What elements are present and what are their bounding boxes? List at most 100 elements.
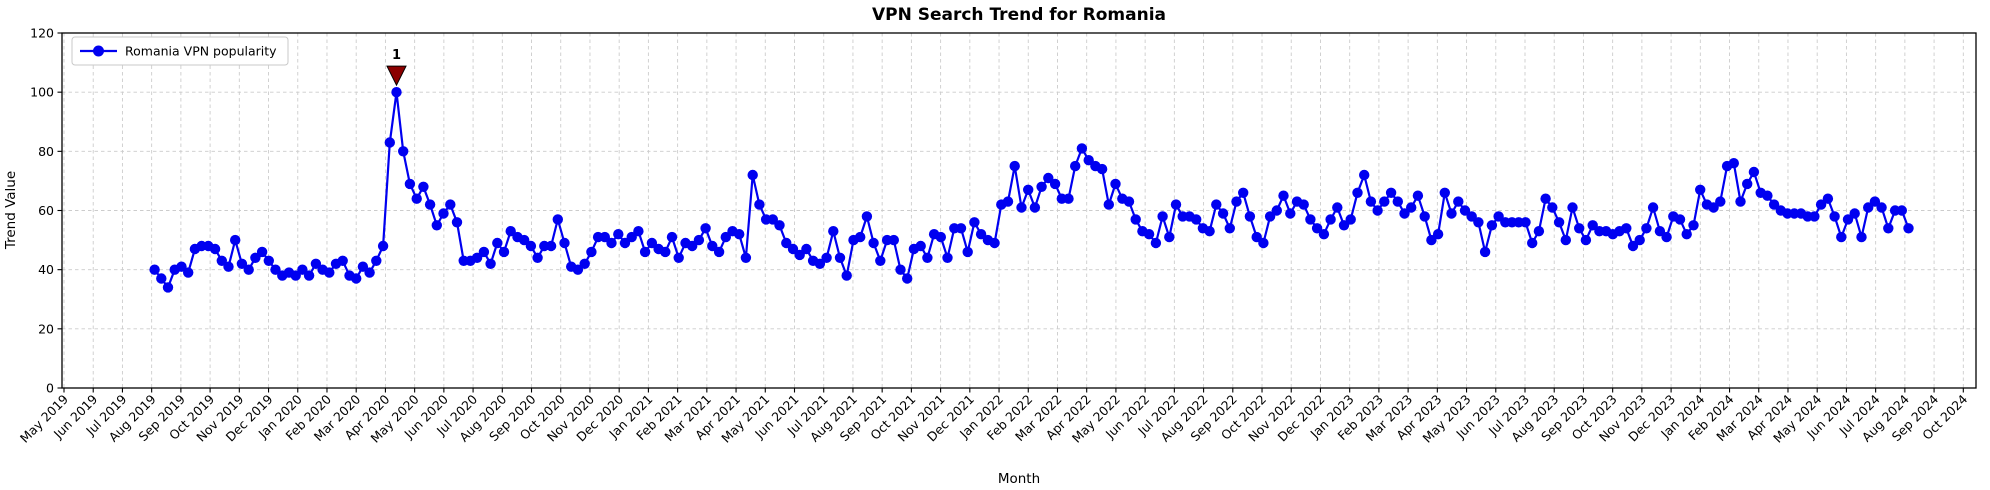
data-point-marker <box>1036 181 1047 192</box>
data-point-marker <box>1466 211 1477 222</box>
peak-annotation: 1 <box>386 48 407 87</box>
data-point-marker <box>700 223 711 234</box>
data-point-marker <box>1762 190 1773 201</box>
data-point-marker <box>1385 187 1397 198</box>
data-point-marker <box>1426 234 1437 246</box>
data-point-marker <box>1298 199 1309 210</box>
data-point-marker <box>687 240 698 252</box>
data-point-marker <box>552 214 563 225</box>
data-point-marker <box>787 243 799 255</box>
data-point-marker <box>310 258 322 269</box>
peak-triangle-marker-icon <box>386 65 407 87</box>
data-point-marker <box>431 220 442 231</box>
data-point-marker <box>1708 202 1719 213</box>
data-point-marker <box>1271 205 1283 216</box>
data-point-marker <box>1238 187 1249 198</box>
peak-annotation-label: 1 <box>392 48 401 63</box>
data-point-marker <box>1043 172 1054 184</box>
y-tick-label: 40 <box>38 262 54 277</box>
data-point-marker <box>1130 214 1141 225</box>
data-point-marker <box>1856 231 1867 243</box>
data-point-marker <box>794 249 805 261</box>
data-point-marker <box>1379 196 1390 207</box>
data-point-marker <box>149 264 160 275</box>
y-tick-label: 0 <box>46 381 54 396</box>
data-point-marker <box>821 252 832 263</box>
data-point-marker <box>1533 226 1545 237</box>
data-point-marker <box>969 217 980 228</box>
data-point-marker <box>398 146 409 157</box>
data-point-marker <box>1258 237 1269 249</box>
data-point-marker <box>525 240 537 252</box>
data-point-marker <box>1836 231 1847 243</box>
data-point-marker <box>418 181 429 192</box>
data-point-marker <box>1715 196 1726 207</box>
data-point-marker <box>1332 202 1343 213</box>
data-point-marker <box>1634 234 1645 246</box>
data-point-marker <box>1412 190 1424 201</box>
data-point-marker <box>230 234 241 246</box>
data-point-marker <box>707 240 718 252</box>
legend-label: Romania VPN popularity <box>125 44 277 59</box>
data-point-marker <box>1768 199 1780 210</box>
data-point-marker <box>1728 158 1740 169</box>
y-tick-label: 20 <box>38 321 54 336</box>
data-point-marker <box>377 240 389 252</box>
data-point-marker <box>1473 217 1484 228</box>
data-point-marker <box>1204 226 1215 237</box>
data-point-marker <box>1815 199 1827 210</box>
x-axis-label: Month <box>998 471 1040 487</box>
data-point-marker <box>1029 202 1041 213</box>
data-point-marker <box>1479 246 1491 258</box>
data-point-marker <box>209 243 221 255</box>
data-point-marker <box>1406 202 1417 213</box>
data-point-marker <box>451 217 463 228</box>
data-point-marker <box>324 267 335 278</box>
data-point-marker <box>1311 223 1323 234</box>
data-point-marker <box>1399 208 1410 219</box>
data-point-marker <box>660 246 671 258</box>
data-point-marker <box>1849 208 1860 219</box>
data-point-marker <box>666 231 678 243</box>
data-point-marker <box>673 252 684 263</box>
data-point-marker <box>633 226 644 237</box>
data-point-marker <box>424 199 436 210</box>
data-point-marker <box>1164 231 1175 243</box>
legend-marker-icon <box>93 45 104 57</box>
data-point-marker <box>1110 178 1121 190</box>
data-point-marker <box>734 229 745 240</box>
data-point-marker <box>693 234 705 246</box>
chart-title: VPN Search Trend for Romania <box>872 5 1166 25</box>
data-point-marker <box>1459 205 1471 216</box>
data-point-marker <box>1446 208 1457 219</box>
data-point-marker <box>337 255 348 266</box>
data-point-marker <box>1439 187 1451 198</box>
data-point-marker <box>1547 202 1558 213</box>
data-point-marker <box>1103 199 1115 210</box>
data-point-marker <box>216 255 227 266</box>
data-point-marker <box>545 240 557 252</box>
data-point-marker <box>1083 155 1094 166</box>
data-point-marker <box>740 252 752 263</box>
data-point-marker <box>371 255 382 266</box>
data-point-marker <box>1143 229 1155 240</box>
data-point-marker <box>1896 205 1908 216</box>
data-point-marker <box>270 264 281 275</box>
data-point-marker <box>156 273 167 284</box>
data-point-marker <box>1325 214 1336 225</box>
data-point-marker <box>1903 223 1914 234</box>
data-point-marker <box>915 240 926 252</box>
data-point-marker <box>1553 217 1565 228</box>
data-point-marker <box>1863 202 1874 213</box>
y-tick-label: 120 <box>30 26 54 41</box>
data-point-marker <box>223 261 234 272</box>
data-point-marker <box>1695 184 1706 195</box>
data-point-marker <box>895 264 906 275</box>
data-point-marker <box>1842 214 1854 225</box>
data-point-marker <box>1540 193 1551 204</box>
y-tick-label: 60 <box>38 203 54 218</box>
data-point-marker <box>1372 205 1383 216</box>
data-point-marker <box>364 267 375 278</box>
data-point-marker <box>1869 196 1881 207</box>
